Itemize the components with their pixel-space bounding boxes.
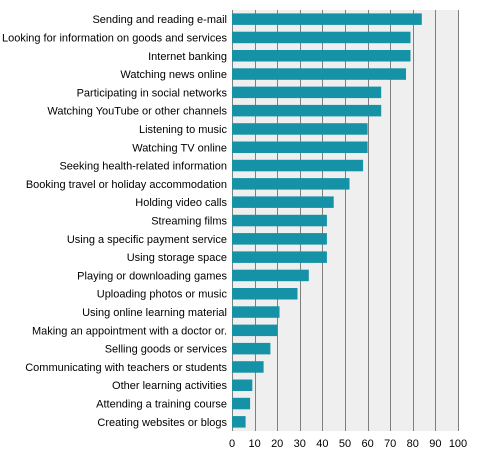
x-tick-label: 20 [271,438,283,450]
bar [232,31,411,44]
bar [232,361,264,373]
x-tick-label: 80 [407,438,419,450]
category-label: Seeking health-related information [59,161,227,173]
x-tick-label: 100 [449,438,467,450]
category-label: Streaming films [151,216,227,228]
x-tick-label: 50 [339,438,351,450]
category-label: Internet banking [148,51,227,63]
bar [232,306,280,318]
x-tick-label: 30 [294,438,306,450]
category-label: Sending and reading e-mail [92,14,227,26]
category-label: Creating websites or blogs [97,417,227,429]
bar [232,178,350,190]
bar [232,214,327,227]
category-label: Attending a training course [96,399,227,411]
bar [232,159,364,172]
x-tick-label: 60 [361,438,373,450]
category-label: Selling goods or services [105,344,228,356]
bar [232,86,382,99]
x-tick-label: 90 [429,438,441,450]
category-label: Booking travel or holiday accommodation [26,179,227,191]
x-tick-label: 10 [248,438,260,450]
bar [232,288,298,300]
bars [232,13,422,428]
bar [232,233,327,245]
bar [232,13,422,25]
category-labels: Sending and reading e-mail Looking for in… [2,14,228,429]
category-label: Making an appointment with a doctor or. [32,325,227,337]
category-label: Watching TV online [132,142,227,154]
category-label: Listening to music [139,124,228,136]
bar [232,269,309,282]
bar [232,251,327,263]
category-label: Playing or downloading games [77,270,227,282]
category-label: Uploading photos or music [97,289,228,301]
category-label: Using online learning material [82,307,227,319]
x-tick-label: 40 [316,438,328,450]
bar [232,50,411,62]
bar [232,416,246,428]
x-tick-label: 70 [384,438,396,450]
category-label: Participating in social networks [77,87,228,99]
category-label: Using storage space [127,252,227,264]
bar [232,68,406,80]
bar [232,141,368,153]
category-label: Looking for information on goods and ser… [2,33,228,45]
bar [232,342,271,355]
category-label: Watching news online [120,69,227,81]
bar [232,324,278,337]
category-label: Communicating with teachers or students [25,362,227,374]
category-label: Watching YouTube or other channels [47,106,227,118]
bar [232,123,368,135]
category-label: Using a specific payment service [67,234,227,246]
bar [232,196,334,208]
x-tick-labels: 0 10 20 30 40 50 60 70 80 90 100 [229,438,467,450]
bar [232,397,251,410]
bar [232,379,253,391]
bar [232,104,382,117]
category-label: Other learning activities [112,380,227,392]
category-label: Holding video calls [135,197,227,209]
x-tick-label: 0 [229,438,235,450]
